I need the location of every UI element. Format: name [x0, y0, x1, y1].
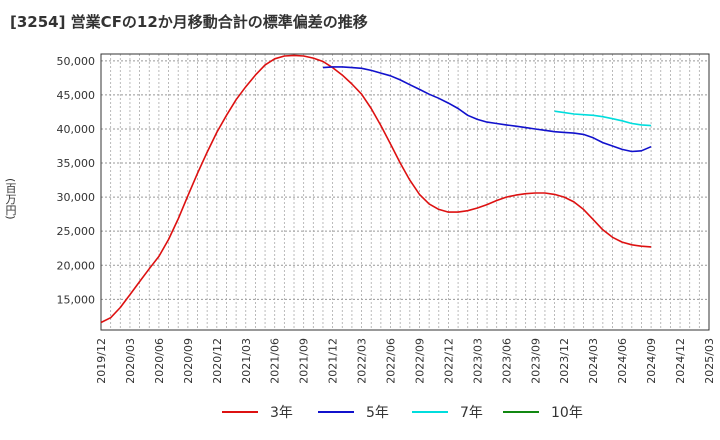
- line-chart: 15,000 20,000 25,000 30,000 35,000 40,000 45,0…: [57, 53, 716, 384]
- x-tick-label: 2023/09: [529, 338, 542, 384]
- legend-item: 7年: [412, 402, 483, 422]
- legend-label: 10年: [551, 405, 583, 421]
- y-tick-label: 25,000: [57, 225, 96, 238]
- x-tick-label: 2021/06: [269, 338, 282, 384]
- x-tick-label: 2021/12: [327, 338, 340, 384]
- x-tick-label: 2024/09: [645, 338, 658, 384]
- legend-swatch: [318, 411, 354, 413]
- y-tick-label: 40,000: [57, 123, 96, 136]
- x-tick-label: 2022/06: [385, 338, 398, 384]
- x-tick-label: 2024/03: [587, 338, 600, 384]
- chart-title: [3254] 営業CFの12か月移動合計の標準偏差の推移: [10, 13, 368, 31]
- x-tick-label: 2020/06: [153, 338, 166, 384]
- x-tick-label: 2022/09: [413, 338, 426, 384]
- x-tick-label: 2023/03: [471, 338, 484, 384]
- y-tick-label: 45,000: [57, 89, 96, 102]
- y-tick-labels: 15,000 20,000 25,000 30,000 35,000 40,000 45,0…: [57, 55, 96, 307]
- legend-item: 10年: [503, 402, 583, 422]
- y-tick-label: 20,000: [57, 259, 96, 272]
- y-tick-label: 35,000: [57, 157, 96, 170]
- x-tick-label: 2021/03: [240, 338, 253, 384]
- series-line: [100, 54, 652, 324]
- y-tick-label: 30,000: [57, 191, 96, 204]
- legend-label: 5年: [366, 405, 389, 421]
- x-tick-label: 2021/09: [298, 338, 311, 384]
- legend-label: 3年: [270, 405, 293, 421]
- legend-swatch: [222, 411, 258, 413]
- x-tick-labels: 2019/12 2020/03 2020/06 2020/09 2020/12 2021/…: [95, 338, 716, 384]
- x-tick-label: 2019/12: [95, 338, 108, 384]
- x-tick-label: 2020/03: [124, 338, 137, 384]
- legend: 3年 5年 7年 10年: [0, 402, 720, 426]
- y-tick-label: 50,000: [57, 55, 96, 68]
- x-tick-label: 2023/06: [500, 338, 513, 384]
- x-tick-label: 2023/12: [558, 338, 571, 384]
- legend-item: 3年: [222, 402, 293, 422]
- legend-item: 5年: [318, 402, 389, 422]
- x-tick-label: 2022/03: [356, 338, 369, 384]
- series-lines: [100, 54, 652, 324]
- x-tick-label: 2025/03: [703, 338, 716, 384]
- legend-label: 7年: [460, 405, 483, 421]
- y-axis-label: (百万円): [4, 178, 17, 220]
- x-tick-label: 2020/12: [211, 338, 224, 384]
- x-tick-label: 2024/06: [616, 338, 629, 384]
- legend-swatch: [412, 411, 448, 413]
- series-line: [322, 66, 652, 153]
- x-tick-label: 2022/12: [442, 338, 455, 384]
- x-tick-label: 2024/12: [674, 338, 687, 384]
- legend-swatch: [503, 411, 539, 413]
- x-tick-label: 2020/09: [182, 338, 195, 384]
- grid-lines: [100, 54, 710, 330]
- plot-frame: [100, 53, 710, 331]
- y-tick-label: 15,000: [57, 293, 96, 306]
- series-line: [554, 110, 652, 127]
